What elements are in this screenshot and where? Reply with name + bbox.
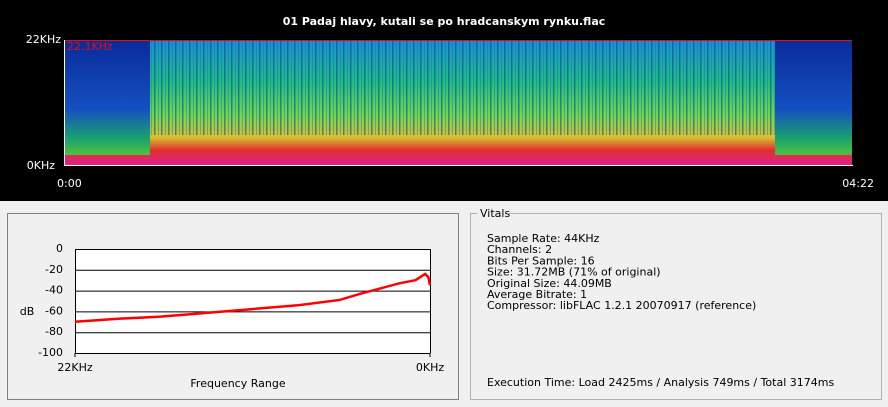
vital-line: Compressor: libFLAC 1.2.1 20070917 (refe… (487, 299, 756, 312)
x-tick-label: 22KHz (57, 361, 92, 374)
execution-time: Execution Time: Load 2425ms / Analysis 7… (487, 376, 834, 389)
time-end: 04:22 (842, 177, 874, 190)
y-tick-label: -60 (45, 304, 63, 317)
vital-line: Bits Per Sample: 16 (487, 254, 595, 267)
x-axis-label: Frequency Range (190, 377, 285, 390)
freq-bottom-label: 0KHz (27, 159, 55, 172)
vital-line: Size: 31.72MB (71% of original) (487, 266, 661, 279)
y-tick-label: -40 (45, 284, 63, 297)
vital-line: Sample Rate: 44KHz (487, 232, 600, 245)
x-tick-label: 0KHz (416, 361, 444, 374)
y-tick-label: 0 (56, 242, 63, 255)
spectrogram-texture (150, 40, 775, 135)
vitals-group (470, 213, 882, 400)
spectrogram-quiet (65, 40, 150, 155)
group-title-bg (477, 207, 509, 219)
plot-area (75, 249, 430, 353)
vital-line: Average Bitrate: 1 (487, 288, 587, 301)
y-tick-label: -20 (45, 263, 63, 276)
freq-top-label: 22KHz (26, 33, 61, 46)
spectrogram-quiet (775, 40, 852, 155)
data-line (74, 272, 432, 324)
y-axis-label: dB (20, 305, 35, 318)
time-start: 0:00 (57, 177, 82, 190)
max-freq-label: 22.1KHz (67, 40, 113, 53)
y-tick-label: -80 (45, 325, 63, 338)
vital-line: Channels: 2 (487, 243, 552, 256)
y-tick-label: -100 (38, 346, 63, 359)
vitals-title: Vitals (480, 207, 510, 220)
file-title: 01 Padaj hlavy, kutali se po hradcanskym… (283, 15, 606, 28)
vital-line: Original Size: 44.09MB (487, 277, 612, 290)
